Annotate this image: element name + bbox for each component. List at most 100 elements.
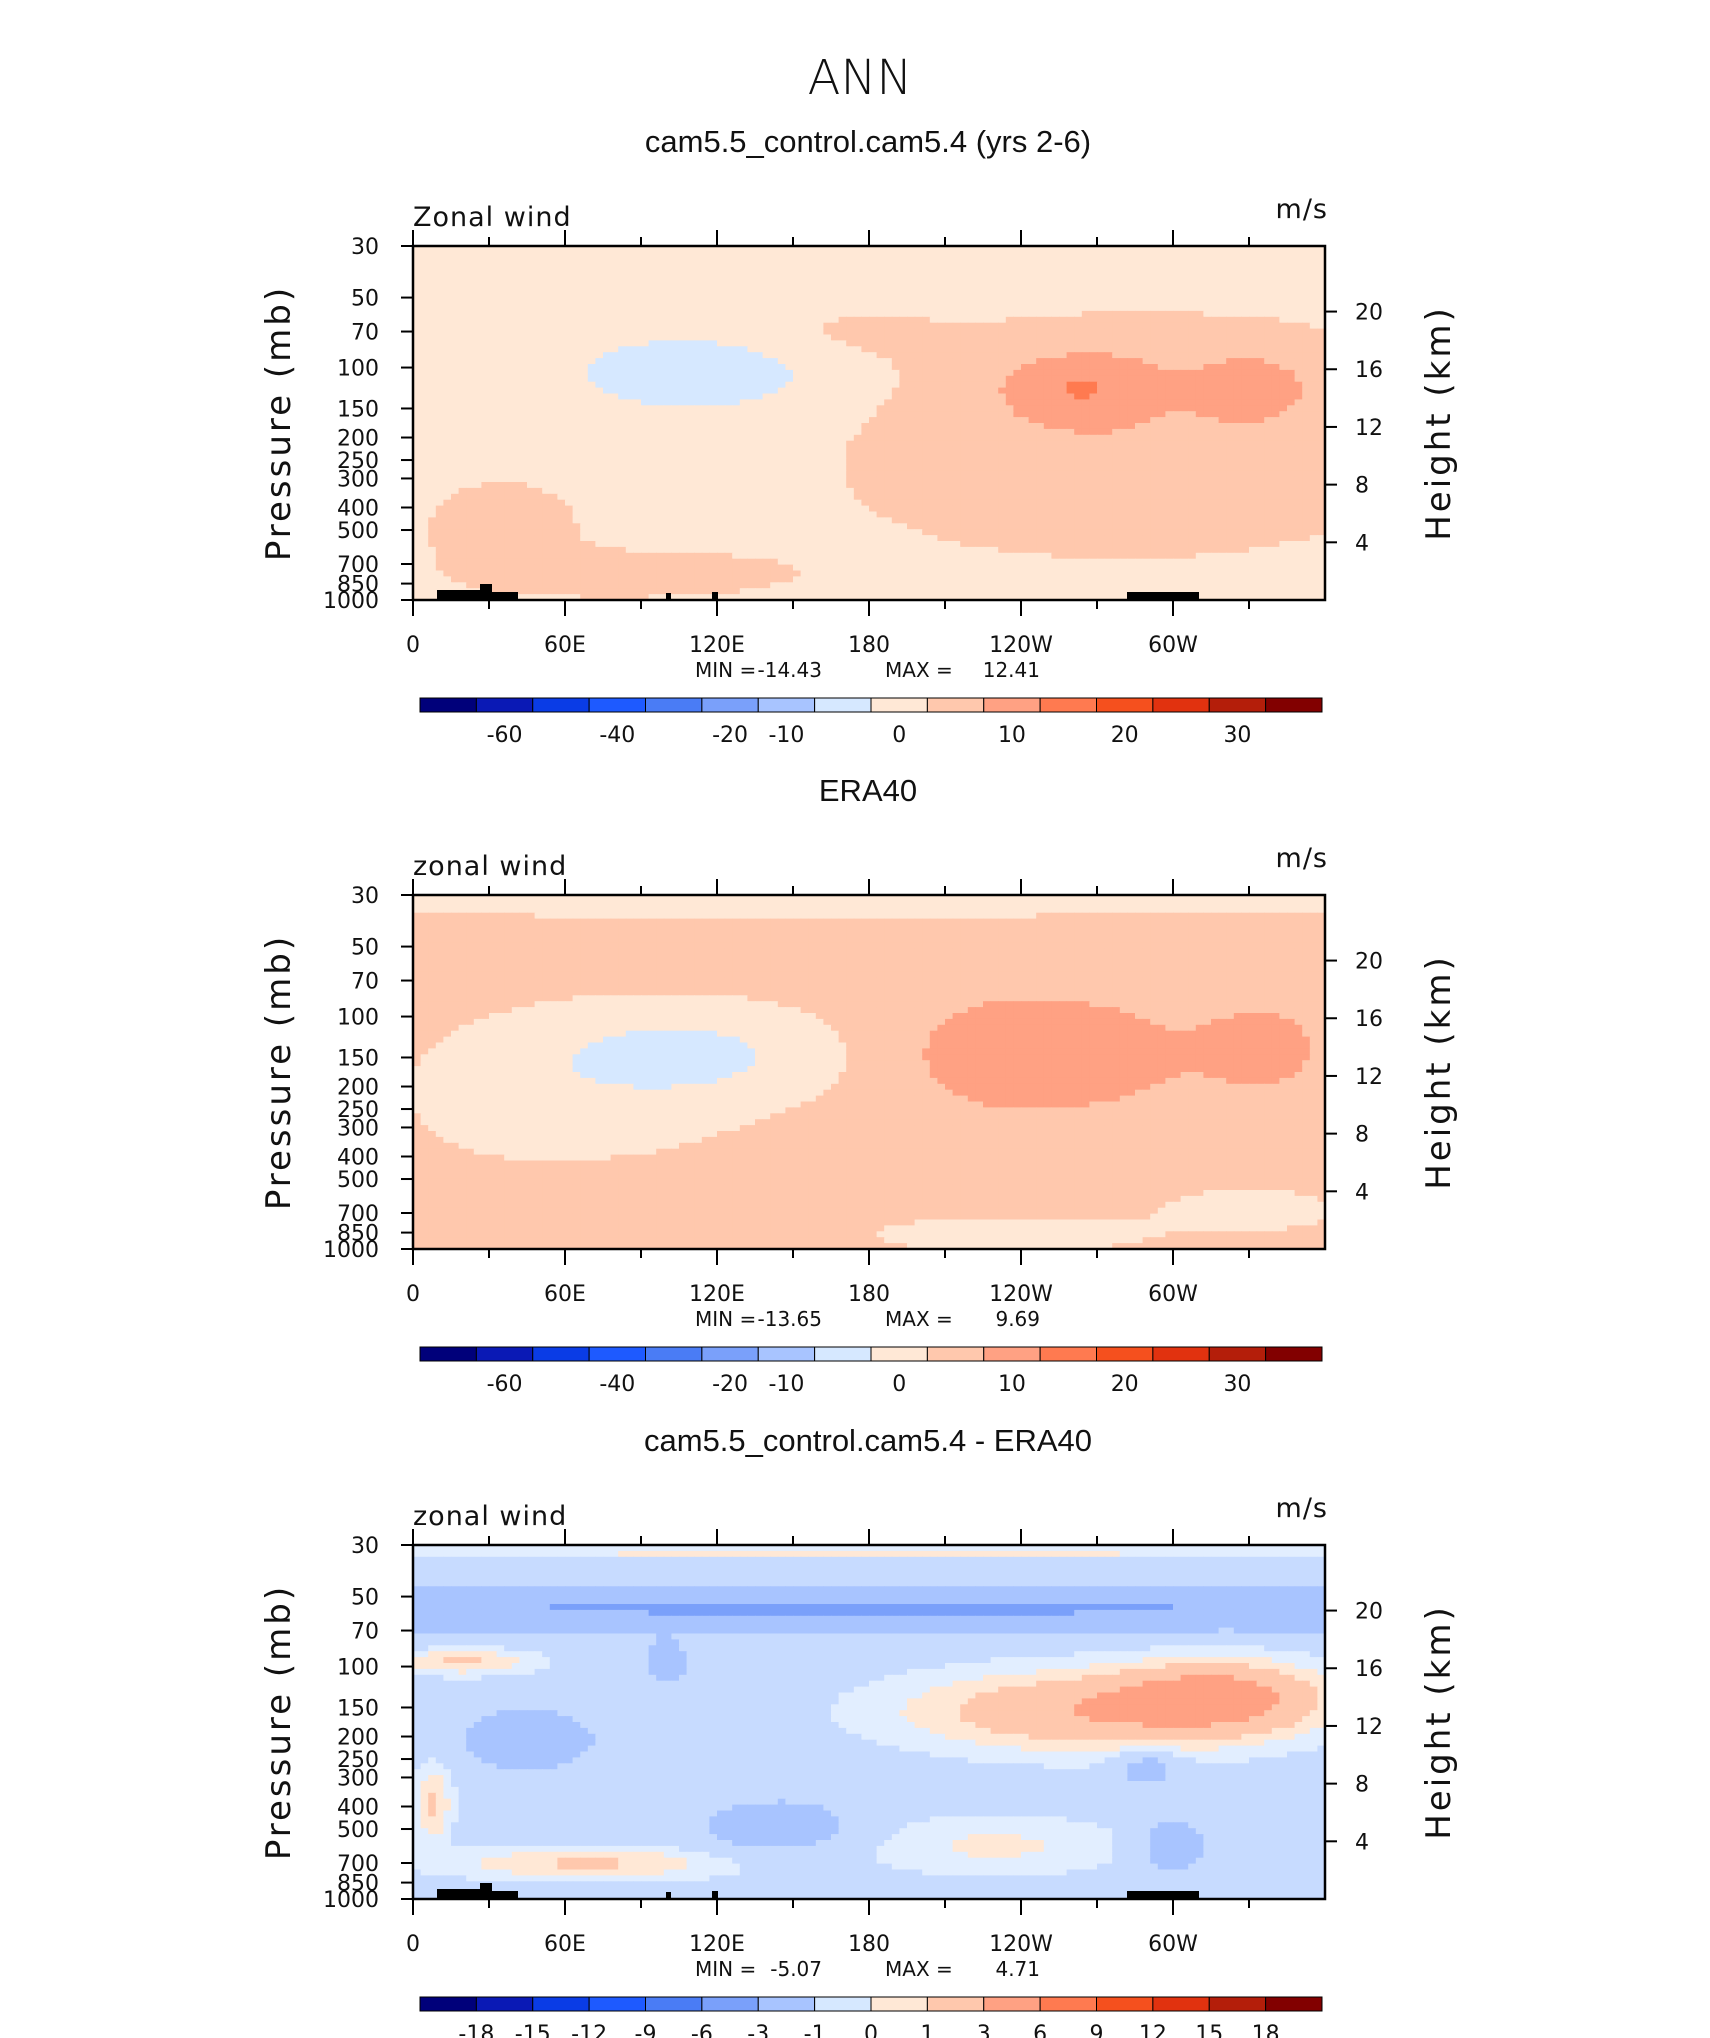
field-cell — [1165, 287, 1174, 294]
field-cell — [648, 417, 657, 424]
field-cell — [937, 310, 946, 318]
field-cell — [1036, 482, 1045, 489]
field-cell — [861, 417, 870, 424]
field-cell — [496, 405, 505, 412]
field-cell — [922, 346, 931, 353]
field-cell — [534, 299, 543, 306]
field-cell — [739, 446, 748, 454]
field-cell — [1180, 417, 1189, 424]
field-cell — [899, 464, 908, 471]
field-cell — [481, 440, 490, 448]
field-cell — [846, 246, 855, 253]
field-cell — [625, 381, 634, 389]
field-cell — [891, 269, 900, 277]
field-cell — [1112, 428, 1121, 436]
field-cell — [1112, 417, 1121, 424]
field-cell — [496, 440, 505, 448]
field-cell — [1081, 482, 1090, 489]
field-cell — [732, 340, 741, 347]
field-cell — [800, 275, 809, 282]
field-cell — [694, 446, 703, 454]
field-cell — [808, 269, 817, 277]
field-cell — [451, 257, 460, 265]
field-cell — [542, 269, 551, 277]
field-cell — [1287, 434, 1296, 442]
field-cell — [565, 452, 574, 459]
field-cell — [1241, 299, 1250, 306]
field-cell — [679, 375, 688, 383]
field-cell — [983, 458, 992, 465]
field-cell — [922, 293, 931, 300]
field-cell — [565, 482, 574, 489]
field-cell — [679, 287, 688, 294]
field-cell — [1028, 310, 1037, 318]
field-cell — [724, 393, 733, 400]
field-cell — [451, 428, 460, 436]
field-cell — [747, 482, 756, 489]
field-cell — [1218, 346, 1227, 353]
field-cell — [557, 305, 566, 312]
field-cell — [648, 411, 657, 418]
field-cell — [618, 464, 627, 471]
field-cell — [663, 352, 672, 359]
field-cell — [1218, 405, 1227, 412]
field-cell — [580, 316, 589, 324]
field-cell — [1302, 375, 1311, 383]
field-cell — [800, 470, 809, 477]
field-cell — [952, 387, 961, 395]
field-cell — [1256, 369, 1265, 377]
field-cell — [1142, 316, 1151, 324]
field-cell — [846, 381, 855, 389]
field-cell — [762, 417, 771, 424]
field-cell — [869, 299, 878, 306]
field-cell — [975, 405, 984, 412]
field-cell — [1226, 299, 1235, 306]
field-cell — [1059, 440, 1068, 448]
field-cell — [527, 452, 536, 459]
field-cell — [846, 464, 855, 471]
field-cell — [846, 287, 855, 294]
field-cell — [762, 476, 771, 483]
field-cell — [831, 275, 840, 282]
field-cell — [1157, 322, 1166, 330]
field-cell — [1036, 411, 1045, 418]
field-cell — [428, 281, 437, 288]
field-cell — [489, 251, 498, 259]
field-cell — [717, 305, 726, 312]
field-cell — [473, 281, 482, 288]
field-cell — [937, 246, 946, 253]
field-cell — [1021, 464, 1030, 471]
field-cell — [1279, 257, 1288, 265]
field-cell — [527, 476, 536, 483]
field-cell — [1157, 334, 1166, 341]
field-cell — [413, 458, 422, 465]
field-cell — [466, 470, 475, 477]
field-cell — [435, 352, 444, 359]
field-cell — [929, 423, 938, 430]
field-cell — [724, 246, 733, 253]
field-cell — [732, 482, 741, 489]
field-cell — [831, 399, 840, 406]
field-cell — [1165, 269, 1174, 277]
field-cell — [1271, 464, 1280, 471]
field-cell — [1180, 381, 1189, 389]
field-cell — [625, 263, 634, 271]
field-cell — [1195, 281, 1204, 288]
field-cell — [899, 405, 908, 412]
field-cell — [701, 393, 710, 400]
field-cell — [1059, 470, 1068, 477]
field-cell — [610, 316, 619, 324]
field-cell — [565, 340, 574, 347]
field-cell — [1203, 305, 1212, 312]
field-cell — [519, 287, 528, 294]
field-cell — [869, 405, 878, 412]
field-cell — [861, 257, 870, 265]
field-cell — [557, 393, 566, 400]
field-cell — [458, 476, 467, 483]
field-cell — [1188, 458, 1197, 465]
field-cell — [1211, 452, 1220, 459]
field-cell — [1226, 287, 1235, 294]
field-cell — [489, 316, 498, 324]
field-cell — [671, 322, 680, 330]
field-cell — [831, 310, 840, 318]
